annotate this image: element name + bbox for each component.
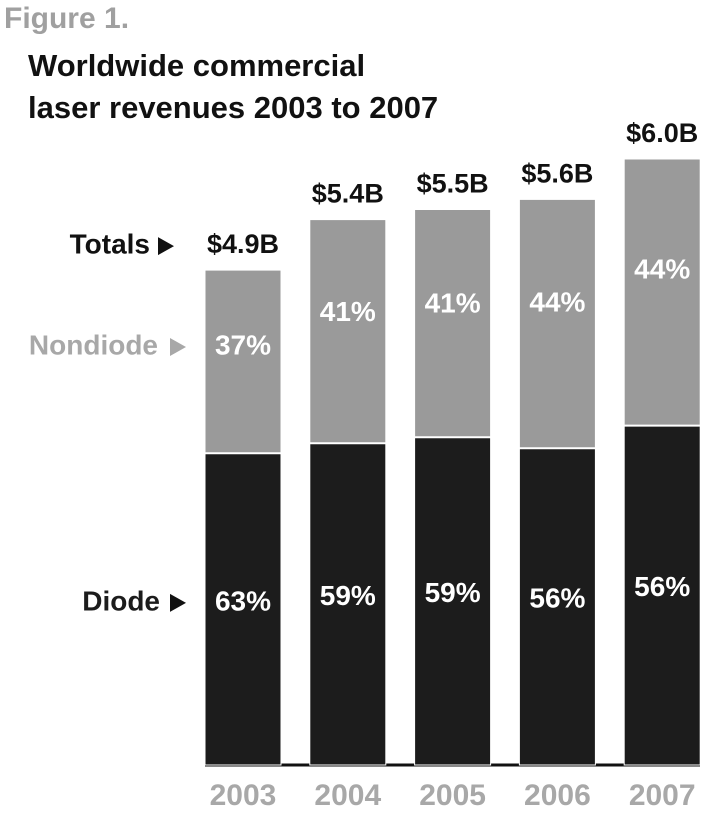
diode-segment <box>624 425 701 765</box>
diode-segment <box>205 453 281 765</box>
diode-segment <box>414 437 491 765</box>
nondiode-segment <box>519 199 596 449</box>
total-bar <box>414 209 492 766</box>
x-tick-label: 2005 <box>419 779 486 812</box>
legend-label: Nondiode <box>29 329 158 360</box>
nondiode-segment <box>309 219 386 444</box>
chart-title: Worldwide commercial <box>28 48 365 83</box>
nondiode-label: 44% <box>529 286 585 317</box>
total-label: $4.9B <box>207 229 279 259</box>
diode-label: 56% <box>529 583 585 614</box>
total-bar <box>309 219 387 766</box>
total-bar <box>518 198 596 766</box>
arrow <box>170 338 186 357</box>
x-tick-label: 2003 <box>210 779 277 812</box>
total-label: $5.6B <box>521 159 593 189</box>
x-tick-label: 2004 <box>314 779 381 812</box>
diode-label: 59% <box>425 577 481 608</box>
total-bar <box>204 269 282 766</box>
total-label: $5.5B <box>417 169 489 199</box>
total-label: $5.4B <box>312 179 384 209</box>
total-label: $6.0B <box>626 118 698 148</box>
nondiode-label: 37% <box>215 329 271 360</box>
x-tick-label: 2006 <box>524 779 591 812</box>
diode-label: 56% <box>634 571 690 602</box>
nondiode-label: 41% <box>320 296 376 327</box>
nondiode-segment <box>414 209 491 438</box>
arrow <box>170 593 186 612</box>
total-bar <box>623 158 701 766</box>
arrow <box>158 237 174 256</box>
nondiode-segment <box>624 159 701 426</box>
nondiode-label: 41% <box>425 288 481 319</box>
legend-label: Totals <box>70 228 150 259</box>
diode-label: 59% <box>320 580 376 611</box>
nondiode-segment <box>205 270 281 454</box>
diode-segment <box>309 443 386 765</box>
figure-label: Figure 1. <box>4 2 129 35</box>
diode-segment <box>519 448 596 765</box>
diode-label: 63% <box>215 585 271 616</box>
x-tick-label: 2007 <box>629 779 696 812</box>
chart-title: laser revenues 2003 to 2007 <box>28 90 438 125</box>
nondiode-label: 44% <box>634 253 690 284</box>
legend-label: Diode <box>82 585 160 616</box>
